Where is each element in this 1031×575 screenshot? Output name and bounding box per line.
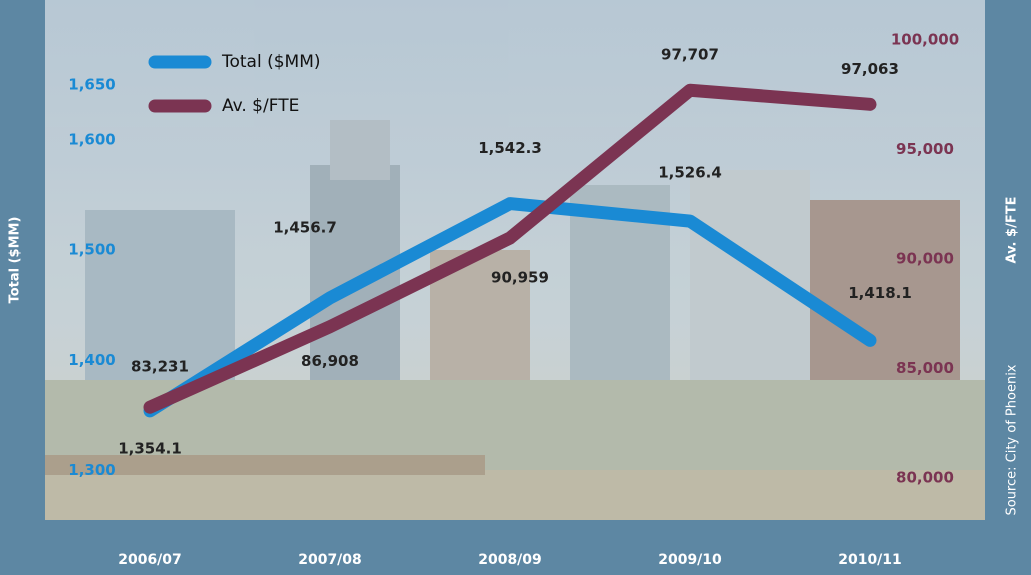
- x-tick-label: 2010/11: [838, 552, 902, 568]
- data-label: 90,959: [491, 268, 549, 286]
- y2-tick-label: 100,000: [891, 30, 959, 48]
- x-tick-label: 2006/07: [118, 552, 182, 568]
- legend-label: Total ($MM): [221, 52, 321, 72]
- data-label: 1,456.7: [273, 218, 337, 236]
- photo-background: [45, 0, 985, 520]
- y-axis-title: Total ($MM): [8, 217, 23, 304]
- data-label: 1,418.1: [848, 284, 912, 302]
- y2-tick-label: 80,000: [896, 468, 954, 486]
- data-label: 86,908: [301, 352, 359, 370]
- x-tick-label: 2007/08: [298, 552, 362, 568]
- data-label: 1,542.3: [478, 139, 542, 157]
- x-tick-label: 2009/10: [658, 552, 722, 568]
- y2-axis-title: Av. $/FTE: [1005, 197, 1020, 264]
- y-tick-label: 1,300: [68, 461, 115, 479]
- data-label: 1,354.1: [118, 439, 182, 457]
- source-note: Source: City of Phoenix: [1005, 364, 1020, 515]
- y2-tick-label: 95,000: [896, 140, 954, 158]
- y-tick-label: 1,650: [68, 75, 115, 93]
- data-label: 97,707: [661, 46, 719, 64]
- y2-tick-label: 90,000: [896, 249, 954, 267]
- y-tick-label: 1,500: [68, 241, 115, 259]
- legend-label: Av. $/FTE: [222, 96, 299, 116]
- y2-tick-label: 85,000: [896, 359, 954, 377]
- data-label: 97,063: [841, 60, 899, 78]
- data-label: 1,526.4: [658, 164, 722, 182]
- series-line: [143, 197, 877, 418]
- y-tick-label: 1,600: [68, 131, 115, 149]
- data-label: 83,231: [131, 358, 189, 376]
- x-tick-label: 2008/09: [478, 552, 542, 568]
- series-line: [143, 83, 877, 414]
- y-tick-label: 1,400: [68, 351, 115, 369]
